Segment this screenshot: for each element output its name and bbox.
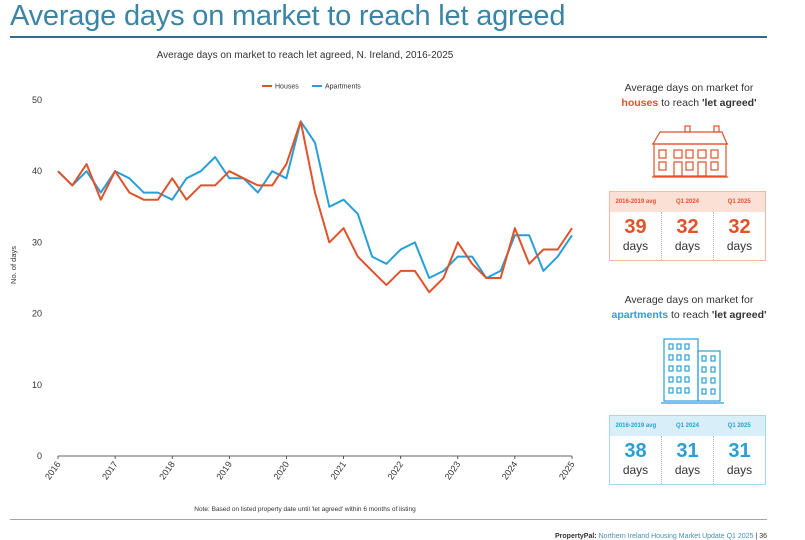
series-line-apartments (57, 120, 573, 279)
houses-stat-q1-2024: 32 days (662, 212, 714, 260)
x-tick-label: 2018 (157, 459, 177, 481)
y-axis: 0 10 20 30 40 50 (32, 95, 42, 461)
y-tick-label: 30 (32, 237, 42, 247)
houses-unit-q1-2025: days (726, 239, 753, 253)
houses-value-q1-2025: 32 (728, 216, 751, 238)
footer-divider (10, 519, 767, 520)
x-tick-label: 2017 (100, 459, 120, 481)
apartments-heading-mid: to reach (671, 309, 709, 321)
houses-card-heading: Average days on market for houses to rea… (605, 81, 773, 111)
houses-stat-q1-2025: 32 days (714, 212, 765, 260)
apartments-stat-q1-2024: 31 days (662, 436, 714, 484)
houses-heading-pre: Average days on market for (624, 82, 754, 94)
y-tick-label: 10 (32, 380, 42, 390)
x-tick-label: 2020 (271, 459, 291, 481)
apartments-heading-pre: Average days on market for (624, 294, 754, 306)
apartments-value-q1-2024: 31 (676, 440, 699, 462)
apartments-unit-q1-2025: days (726, 463, 753, 477)
title-divider (10, 36, 767, 38)
footer-brand: PropertyPal: (555, 533, 597, 540)
houses-unit-q1-2024: days (674, 239, 701, 253)
page-title: Average days on market to reach let agre… (10, 0, 566, 32)
x-axis: 2016 2017 2018 2019 2020 2021 2022 2023 2024 2025 (43, 455, 577, 482)
apartments-value-q1-2025: 31 (728, 440, 751, 462)
houses-heading-bold: 'let agreed' (701, 97, 757, 109)
houses-stats-header: 2016-2019 avg Q1 2024 Q1 2025 (610, 192, 765, 212)
y-tick-label: 50 (32, 95, 42, 105)
x-tick-label: 2022 (386, 459, 406, 481)
houses-header-avg: 2016-2019 avg (615, 199, 657, 205)
apartments-header-q1-2025: Q1 2025 (727, 423, 751, 429)
apartments-unit-avg: days (622, 463, 649, 477)
y-tick-label: 40 (32, 166, 42, 176)
x-tick-label: 2019 (214, 459, 234, 481)
chart-note: Note: Based on listed property date unti… (194, 506, 416, 513)
houses-unit-avg: days (622, 239, 649, 253)
x-tick-label: 2016 (43, 459, 63, 481)
houses-value-q1-2024: 32 (676, 216, 699, 238)
y-tick-label: 20 (32, 309, 42, 319)
y-tick-label: 0 (37, 451, 42, 461)
chart-title: Average days on market to reach let agre… (156, 50, 454, 61)
apartments-value-avg: 38 (624, 440, 647, 462)
chart-legend: Houses Apartments (262, 84, 361, 91)
apartments-stats-table: 2016-2019 avg Q1 2024 Q1 2025 38 days 31… (609, 415, 766, 485)
x-tick-label: 2024 (500, 459, 520, 481)
apartments-stat-avg: 38 days (610, 436, 662, 484)
legend-label-apartments: Apartments (325, 84, 361, 91)
apartment-building-icon (660, 337, 726, 412)
houses-heading-mid: to reach (661, 97, 700, 109)
apartments-keyword: apartments (611, 309, 669, 321)
apartments-stats-header: 2016-2019 avg Q1 2024 Q1 2025 (610, 416, 765, 436)
page-footer: PropertyPal: Northern Ireland Housing Ma… (555, 533, 767, 540)
y-axis-label: No. of days (9, 246, 18, 284)
x-tick-label: 2023 (443, 459, 463, 481)
house-icon (650, 124, 730, 185)
footer-separator: | (755, 533, 758, 540)
houses-stats-table: 2016-2019 avg Q1 2024 Q1 2025 39 days 32… (609, 191, 766, 261)
apartments-unit-q1-2024: days (674, 463, 701, 477)
footer-report-name: Northern Ireland Housing Market Update Q… (598, 533, 754, 540)
apartments-header-avg: 2016-2019 avg (615, 423, 657, 429)
houses-value-avg: 39 (624, 216, 647, 238)
x-tick-label: 2021 (329, 459, 349, 481)
apartments-stat-q1-2025: 31 days (714, 436, 765, 484)
series-lines (57, 120, 573, 294)
legend-label-houses: Houses (275, 84, 299, 91)
houses-keyword: houses (621, 97, 659, 109)
series-line-houses (57, 120, 573, 294)
houses-header-q1-2024: Q1 2024 (675, 199, 700, 205)
apartments-heading-bold: 'let agreed' (711, 309, 767, 321)
apartments-card-heading: Average days on market for apartments to… (605, 293, 773, 323)
houses-stat-avg: 39 days (610, 212, 662, 260)
apartments-header-q1-2024: Q1 2024 (675, 423, 700, 429)
x-tick-label: 2025 (557, 459, 577, 481)
footer-page-number: 36 (759, 533, 767, 540)
houses-header-q1-2025: Q1 2025 (727, 199, 751, 205)
